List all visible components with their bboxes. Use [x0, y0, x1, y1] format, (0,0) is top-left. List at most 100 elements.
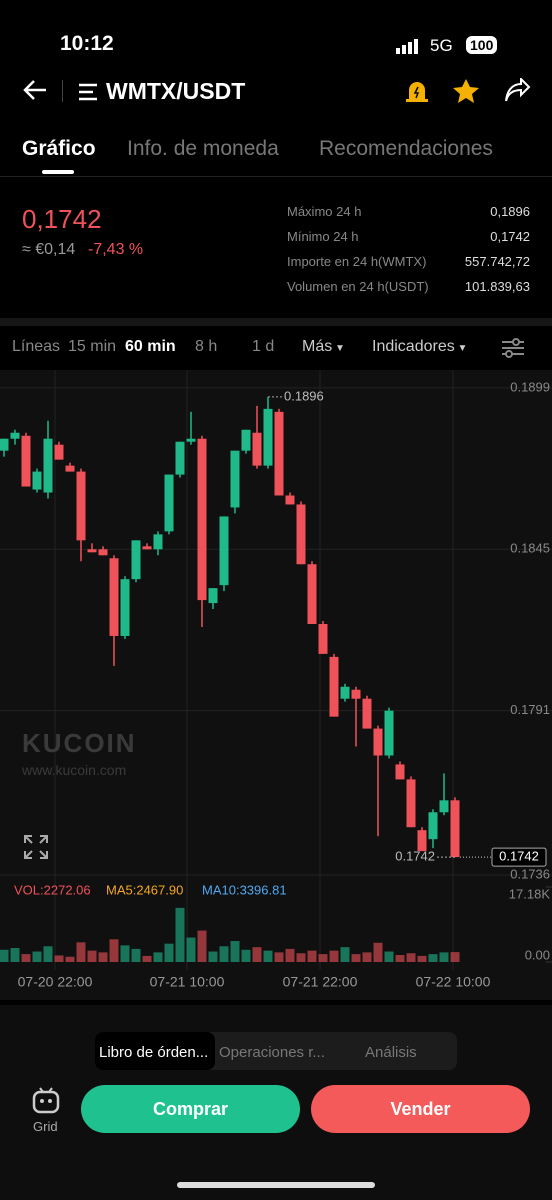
volume-bar: [395, 955, 405, 962]
segment[interactable]: Análisis: [365, 1044, 417, 1061]
stat-label: Importe en 24 h(WMTX): [287, 254, 427, 269]
favorite-icon[interactable]: [452, 78, 480, 104]
interval[interactable]: 15 min: [68, 338, 117, 355]
volume-bar: [373, 942, 383, 962]
y-tick-label: 0.1791: [510, 702, 550, 717]
candle-body: [362, 698, 372, 729]
clock: 10:12: [60, 32, 114, 55]
candle-body: [219, 516, 229, 586]
volume-bar: [439, 952, 449, 962]
grid-icon[interactable]: [31, 1086, 61, 1116]
volume-bar: [76, 942, 86, 962]
candle-body: [406, 779, 416, 828]
interval[interactable]: 60 min: [125, 338, 176, 355]
grid-label[interactable]: Grid: [33, 1119, 58, 1134]
watermark-brand: KUCOIN: [22, 728, 137, 758]
volume-bar: [329, 950, 339, 962]
candle-body: [109, 558, 119, 636]
segment[interactable]: Libro de órden...: [99, 1044, 209, 1061]
stat-value: 557.742,72: [464, 254, 530, 269]
candle-body: [296, 504, 306, 565]
stat-value: 0,1896: [490, 204, 530, 219]
volume-bar: [197, 930, 207, 962]
candle-body: [164, 474, 174, 532]
candle-body: [208, 588, 218, 604]
volume-bar: [241, 949, 251, 962]
volume-bar: [208, 951, 218, 962]
candle-body: [428, 812, 438, 840]
candle-body: [439, 800, 449, 813]
caret: ▼: [332, 343, 345, 354]
last-price-label: 0.1742: [499, 849, 539, 864]
candle-body: [384, 710, 394, 756]
interval[interactable]: 8 h: [195, 338, 218, 355]
tab[interactable]: Info. de moneda: [127, 137, 279, 160]
volume-bar: [87, 950, 97, 962]
ma10-label: MA10:3396.81: [202, 882, 287, 897]
volume-bar: [384, 951, 394, 962]
x-tick-label: 07-22 10:00: [416, 974, 491, 990]
volume-bar: [98, 952, 108, 962]
segment[interactable]: Operaciones r...: [219, 1044, 325, 1061]
tab[interactable]: Recomendaciones: [319, 137, 493, 160]
volume-bar: [274, 952, 284, 962]
divider: [0, 318, 552, 326]
vol-label: VOL:2272.06: [14, 882, 91, 897]
interval[interactable]: Más ▼: [302, 338, 345, 355]
candle-body: [417, 830, 427, 852]
candle-body: [65, 465, 75, 472]
fiat-price: ≈ €0,14: [22, 241, 76, 258]
back-button[interactable]: [22, 78, 50, 102]
volume-bar: [296, 953, 306, 962]
candle-body: [10, 432, 20, 439]
volume-bar: [186, 937, 196, 962]
candle-body: [373, 728, 383, 756]
volume-bar: [406, 953, 416, 962]
x-tick-label: 07-20 22:00: [18, 974, 93, 990]
volume-bar: [153, 952, 163, 962]
volume-bar: [263, 950, 273, 962]
interval[interactable]: Indicadores ▼: [372, 338, 468, 355]
interval[interactable]: Líneas: [12, 338, 61, 355]
volume-bar: [340, 947, 350, 962]
tab[interactable]: Gráfico: [22, 137, 96, 160]
candle-body: [197, 438, 207, 601]
volume-bar: [65, 956, 75, 962]
volume-tick-label: 0.00: [525, 947, 550, 962]
y-tick-label: 0.1736: [510, 866, 550, 881]
pair-title[interactable]: WMTX/USDT: [106, 78, 246, 104]
caret: ▼: [454, 343, 468, 354]
candle-body: [153, 534, 163, 550]
volume-bar: [10, 948, 20, 962]
candle-body: [252, 432, 262, 466]
candle-body: [142, 546, 152, 550]
stat-value: 101.839,63: [464, 279, 530, 294]
candle-body: [0, 438, 9, 451]
candle-body: [351, 689, 361, 699]
stat-label: Volumen en 24 h(USDT): [287, 279, 429, 294]
buy-button[interactable]: Comprar: [81, 1085, 300, 1133]
volume-bar: [252, 947, 262, 962]
volume-bar: [307, 950, 317, 962]
sell-button[interactable]: Vender: [311, 1085, 530, 1133]
volume-bar: [219, 946, 229, 962]
candle-body: [230, 450, 240, 508]
candle-body: [120, 579, 130, 636]
share-icon[interactable]: [503, 78, 531, 104]
volume-bar: [0, 949, 9, 962]
candle-body: [54, 444, 64, 460]
candle-body: [186, 438, 196, 442]
volume-bar: [43, 946, 53, 962]
volume-bar: [109, 939, 119, 962]
candle-body: [274, 411, 284, 496]
interval[interactable]: 1 d: [252, 338, 275, 355]
volume-bar: [318, 954, 328, 962]
candle-body: [87, 549, 97, 553]
settings-icon[interactable]: [500, 336, 526, 360]
volume-bar: [450, 952, 460, 962]
alert-icon[interactable]: [405, 78, 429, 104]
fullscreen-icon[interactable]: [24, 835, 48, 859]
watermark-url: www.kucoin.com: [22, 762, 127, 778]
menu-icon[interactable]: [78, 83, 98, 101]
volume-bar: [175, 907, 185, 962]
